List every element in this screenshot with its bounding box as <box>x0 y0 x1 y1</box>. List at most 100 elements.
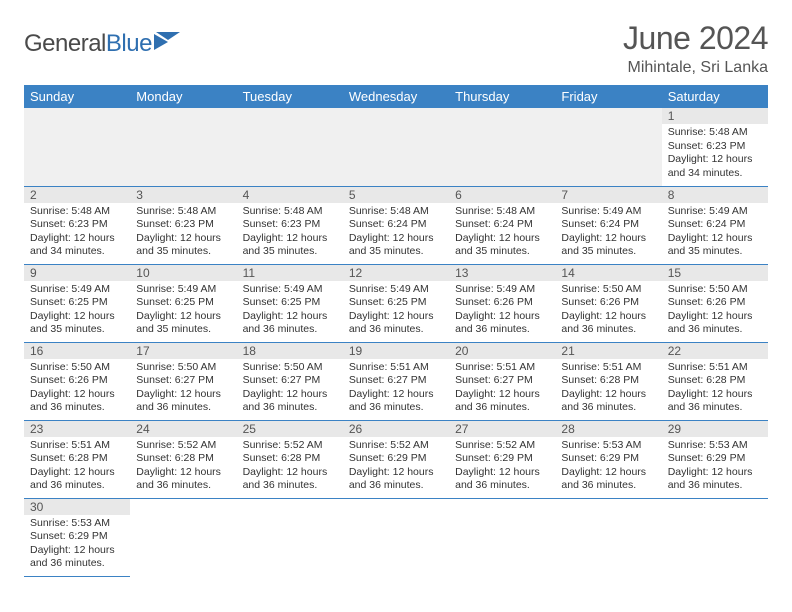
day-number: 19 <box>343 343 449 359</box>
calendar-cell: 6Sunrise: 5:48 AMSunset: 6:24 PMDaylight… <box>449 186 555 264</box>
calendar-cell: 7Sunrise: 5:49 AMSunset: 6:24 PMDaylight… <box>555 186 661 264</box>
calendar-cell: 29Sunrise: 5:53 AMSunset: 6:29 PMDayligh… <box>662 420 768 498</box>
day-details: Sunrise: 5:49 AMSunset: 6:25 PMDaylight:… <box>24 281 130 342</box>
day-details: Sunrise: 5:53 AMSunset: 6:29 PMDaylight:… <box>555 437 661 498</box>
day-details: Sunrise: 5:51 AMSunset: 6:28 PMDaylight:… <box>662 359 768 420</box>
day-number: 18 <box>237 343 343 359</box>
day-number: 4 <box>237 187 343 203</box>
calendar-cell <box>343 498 449 576</box>
day-number: 6 <box>449 187 555 203</box>
day-number: 13 <box>449 265 555 281</box>
calendar-cell: 5Sunrise: 5:48 AMSunset: 6:24 PMDaylight… <box>343 186 449 264</box>
flag-icon <box>154 32 182 57</box>
calendar-cell: 27Sunrise: 5:52 AMSunset: 6:29 PMDayligh… <box>449 420 555 498</box>
day-number: 15 <box>662 265 768 281</box>
page-header: GeneralBlue June 2024 Mihintale, Sri Lan… <box>24 20 768 77</box>
calendar-cell <box>343 108 449 186</box>
calendar-cell: 16Sunrise: 5:50 AMSunset: 6:26 PMDayligh… <box>24 342 130 420</box>
day-details: Sunrise: 5:48 AMSunset: 6:23 PMDaylight:… <box>237 203 343 264</box>
calendar-cell: 22Sunrise: 5:51 AMSunset: 6:28 PMDayligh… <box>662 342 768 420</box>
calendar-cell <box>449 108 555 186</box>
calendar-cell: 8Sunrise: 5:49 AMSunset: 6:24 PMDaylight… <box>662 186 768 264</box>
calendar-cell: 21Sunrise: 5:51 AMSunset: 6:28 PMDayligh… <box>555 342 661 420</box>
day-details: Sunrise: 5:49 AMSunset: 6:24 PMDaylight:… <box>662 203 768 264</box>
day-details: Sunrise: 5:50 AMSunset: 6:27 PMDaylight:… <box>237 359 343 420</box>
day-number: 12 <box>343 265 449 281</box>
page-subtitle: Mihintale, Sri Lanka <box>623 59 768 77</box>
day-number: 14 <box>555 265 661 281</box>
calendar-cell <box>555 498 661 576</box>
weekday-header: Friday <box>555 85 661 108</box>
calendar-cell <box>449 498 555 576</box>
day-details: Sunrise: 5:48 AMSunset: 6:23 PMDaylight:… <box>24 203 130 264</box>
calendar-cell: 24Sunrise: 5:52 AMSunset: 6:28 PMDayligh… <box>130 420 236 498</box>
day-number: 10 <box>130 265 236 281</box>
day-details: Sunrise: 5:51 AMSunset: 6:28 PMDaylight:… <box>24 437 130 498</box>
day-details: Sunrise: 5:51 AMSunset: 6:28 PMDaylight:… <box>555 359 661 420</box>
day-number: 7 <box>555 187 661 203</box>
day-details: Sunrise: 5:52 AMSunset: 6:28 PMDaylight:… <box>237 437 343 498</box>
calendar-cell: 12Sunrise: 5:49 AMSunset: 6:25 PMDayligh… <box>343 264 449 342</box>
day-details: Sunrise: 5:52 AMSunset: 6:29 PMDaylight:… <box>449 437 555 498</box>
calendar-body: 1Sunrise: 5:48 AMSunset: 6:23 PMDaylight… <box>24 108 768 576</box>
day-number: 27 <box>449 421 555 437</box>
day-number: 24 <box>130 421 236 437</box>
day-number: 9 <box>24 265 130 281</box>
day-number: 2 <box>24 187 130 203</box>
calendar-cell <box>130 108 236 186</box>
day-details: Sunrise: 5:49 AMSunset: 6:24 PMDaylight:… <box>555 203 661 264</box>
day-details: Sunrise: 5:50 AMSunset: 6:26 PMDaylight:… <box>662 281 768 342</box>
calendar-cell <box>130 498 236 576</box>
day-details: Sunrise: 5:52 AMSunset: 6:28 PMDaylight:… <box>130 437 236 498</box>
calendar-cell: 13Sunrise: 5:49 AMSunset: 6:26 PMDayligh… <box>449 264 555 342</box>
day-details: Sunrise: 5:49 AMSunset: 6:25 PMDaylight:… <box>130 281 236 342</box>
day-details: Sunrise: 5:53 AMSunset: 6:29 PMDaylight:… <box>24 515 130 576</box>
day-details: Sunrise: 5:50 AMSunset: 6:27 PMDaylight:… <box>130 359 236 420</box>
day-number: 26 <box>343 421 449 437</box>
weekday-header: Saturday <box>662 85 768 108</box>
calendar-page: GeneralBlue June 2024 Mihintale, Sri Lan… <box>0 0 792 597</box>
day-details: Sunrise: 5:50 AMSunset: 6:26 PMDaylight:… <box>24 359 130 420</box>
calendar-cell: 15Sunrise: 5:50 AMSunset: 6:26 PMDayligh… <box>662 264 768 342</box>
day-details: Sunrise: 5:49 AMSunset: 6:26 PMDaylight:… <box>449 281 555 342</box>
day-number: 25 <box>237 421 343 437</box>
calendar-cell: 26Sunrise: 5:52 AMSunset: 6:29 PMDayligh… <box>343 420 449 498</box>
weekday-header: Monday <box>130 85 236 108</box>
calendar-cell: 2Sunrise: 5:48 AMSunset: 6:23 PMDaylight… <box>24 186 130 264</box>
calendar-cell <box>24 108 130 186</box>
calendar-cell: 19Sunrise: 5:51 AMSunset: 6:27 PMDayligh… <box>343 342 449 420</box>
calendar-cell: 18Sunrise: 5:50 AMSunset: 6:27 PMDayligh… <box>237 342 343 420</box>
day-number: 23 <box>24 421 130 437</box>
day-number: 30 <box>24 499 130 515</box>
calendar-cell <box>555 108 661 186</box>
day-number: 29 <box>662 421 768 437</box>
day-number: 21 <box>555 343 661 359</box>
day-number: 5 <box>343 187 449 203</box>
day-details: Sunrise: 5:48 AMSunset: 6:23 PMDaylight:… <box>662 124 768 185</box>
day-number: 16 <box>24 343 130 359</box>
day-number: 28 <box>555 421 661 437</box>
day-number: 8 <box>662 187 768 203</box>
day-details: Sunrise: 5:48 AMSunset: 6:23 PMDaylight:… <box>130 203 236 264</box>
generalblue-logo: GeneralBlue <box>24 30 182 58</box>
day-details: Sunrise: 5:53 AMSunset: 6:29 PMDaylight:… <box>662 437 768 498</box>
calendar-head: SundayMondayTuesdayWednesdayThursdayFrid… <box>24 85 768 108</box>
day-details: Sunrise: 5:49 AMSunset: 6:25 PMDaylight:… <box>343 281 449 342</box>
calendar-cell: 3Sunrise: 5:48 AMSunset: 6:23 PMDaylight… <box>130 186 236 264</box>
day-number: 3 <box>130 187 236 203</box>
day-number: 22 <box>662 343 768 359</box>
weekday-header: Wednesday <box>343 85 449 108</box>
calendar-cell: 23Sunrise: 5:51 AMSunset: 6:28 PMDayligh… <box>24 420 130 498</box>
calendar-cell: 11Sunrise: 5:49 AMSunset: 6:25 PMDayligh… <box>237 264 343 342</box>
day-details: Sunrise: 5:49 AMSunset: 6:25 PMDaylight:… <box>237 281 343 342</box>
calendar-cell <box>237 498 343 576</box>
calendar-cell: 14Sunrise: 5:50 AMSunset: 6:26 PMDayligh… <box>555 264 661 342</box>
calendar-cell: 4Sunrise: 5:48 AMSunset: 6:23 PMDaylight… <box>237 186 343 264</box>
day-details: Sunrise: 5:52 AMSunset: 6:29 PMDaylight:… <box>343 437 449 498</box>
weekday-header: Tuesday <box>237 85 343 108</box>
day-details: Sunrise: 5:51 AMSunset: 6:27 PMDaylight:… <box>449 359 555 420</box>
calendar-cell: 20Sunrise: 5:51 AMSunset: 6:27 PMDayligh… <box>449 342 555 420</box>
day-details: Sunrise: 5:50 AMSunset: 6:26 PMDaylight:… <box>555 281 661 342</box>
weekday-header: Thursday <box>449 85 555 108</box>
calendar-cell: 25Sunrise: 5:52 AMSunset: 6:28 PMDayligh… <box>237 420 343 498</box>
